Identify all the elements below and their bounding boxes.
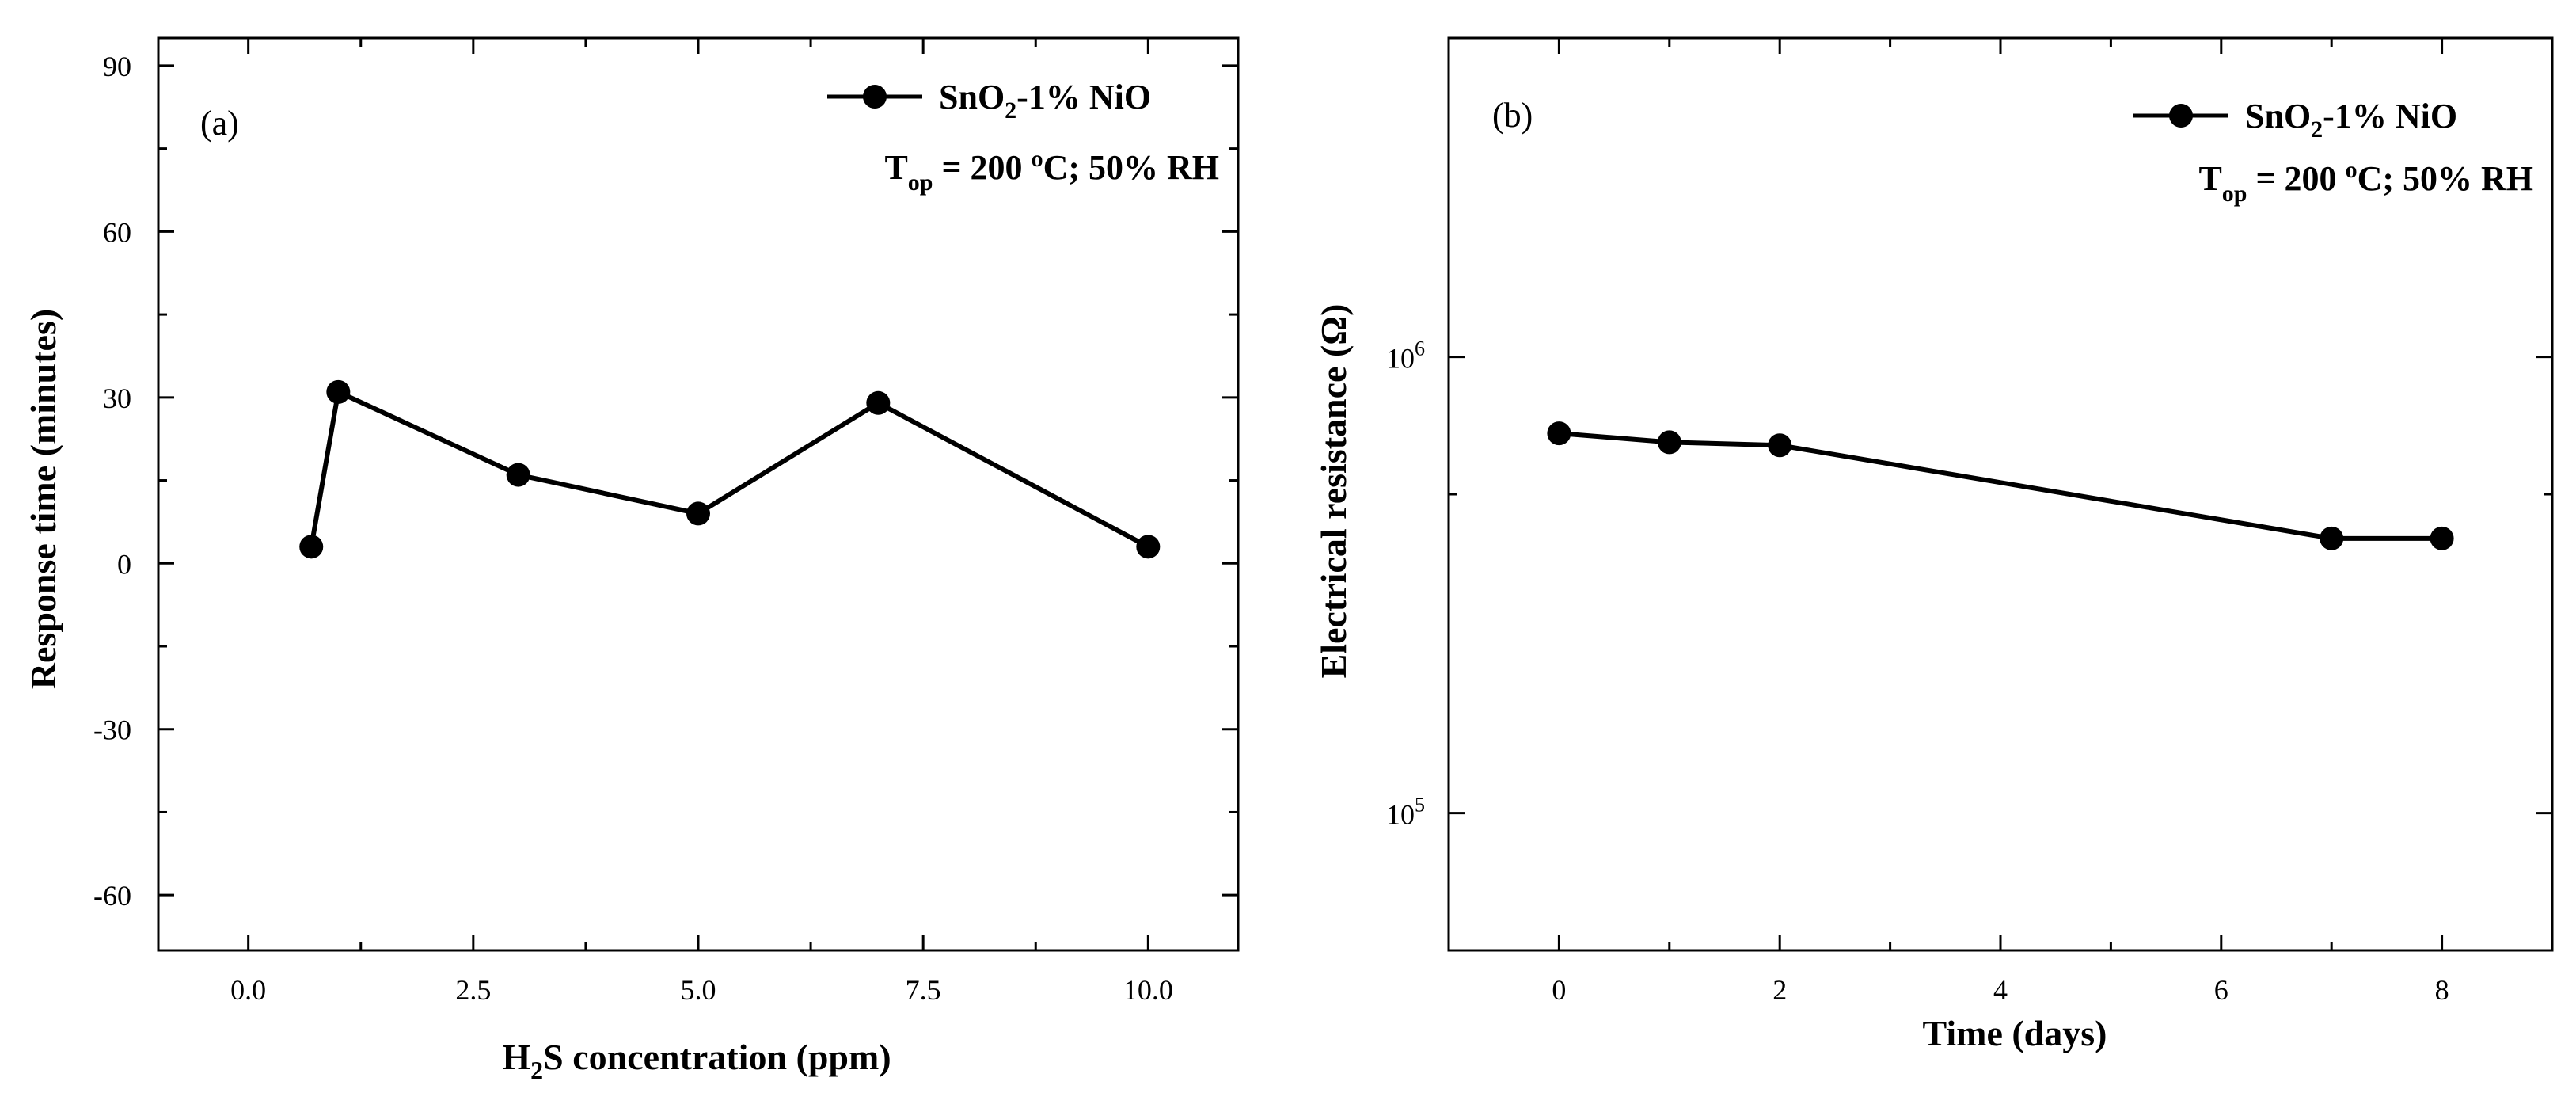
- panel-b-y-axis-label: Electrical resistance (Ω): [1313, 304, 1354, 679]
- panel-a-y-tick-label: 0: [117, 548, 131, 580]
- panel-a-x-axis-label: H2S concentration (ppm): [502, 1037, 891, 1084]
- panel-b-series-line: [1559, 431, 2442, 541]
- panel-a-condition-text: Top = 200 oC; 50% RH: [884, 146, 1219, 196]
- panel-b-data-marks: [1547, 421, 2454, 550]
- panel-b-data-point: [1657, 430, 1681, 455]
- panel-b: 0 2 4 6 8 105 106 (b) SnO2-1% NiO Top = 200 oC…: [1313, 36, 2554, 1053]
- panel-b-condition-text: Top = 200 oC; 50% RH: [2198, 157, 2533, 207]
- panel-b-ticks: 0 2 4 6 8 105 106: [1386, 36, 2552, 1006]
- panel-a-legend-label: SnO2-1% NiO: [939, 78, 1151, 124]
- panel-b-legend-label: SnO2-1% NiO: [2245, 97, 2457, 143]
- panel-b-data-point: [1768, 433, 1792, 458]
- panel-a: 0.0 2.5 5.0 7.5 10.0 -60 -30 0 30 60 90 (a) SnO2-1…: [23, 36, 1240, 1084]
- panel-a-x-tick-label: 0.0: [230, 974, 266, 1006]
- panel-a-y-tick-label: -30: [93, 714, 131, 746]
- panel-a-y-tick-label: 90: [103, 51, 131, 82]
- panel-b-x-tick-label: 4: [1993, 974, 2008, 1006]
- panel-a-x-tick-label: 7.5: [906, 974, 941, 1006]
- panel-b-y-tick-label: 106: [1386, 337, 1425, 375]
- panel-a-data-point: [299, 535, 324, 559]
- panel-a-data-point: [506, 463, 530, 487]
- panel-a-data-point: [686, 501, 710, 526]
- panel-b-label: (b): [1492, 96, 1533, 135]
- panel-b-x-tick-label: 6: [2214, 974, 2228, 1006]
- panel-b-y-tick-label: 105: [1386, 794, 1425, 831]
- panel-a-data-marks: [299, 379, 1161, 559]
- panel-a-x-tick-label: 2.5: [455, 974, 491, 1006]
- panel-b-data-point: [1547, 421, 1571, 446]
- panel-a-data-point: [1136, 535, 1161, 559]
- panel-b-x-axis-label: Time (days): [1923, 1013, 2107, 1053]
- panel-b-x-tick-label: 0: [1552, 974, 1566, 1006]
- panel-b-data-point: [2430, 526, 2454, 550]
- panel-a-ticks: 0.0 2.5 5.0 7.5 10.0 -60 -30 0 30 60 90: [93, 38, 1238, 1006]
- panel-a-data-point: [326, 379, 351, 404]
- panel-a-data-point: [866, 390, 891, 415]
- panel-a-y-tick-label: 60: [103, 216, 131, 248]
- panel-a-series-line: [309, 389, 1149, 549]
- panel-b-legend-marker: [2169, 104, 2193, 128]
- panel-a-x-tick-label: 5.0: [681, 974, 716, 1006]
- panel-a-y-tick-label: -60: [93, 880, 131, 912]
- panel-b-x-tick-label: 2: [1772, 974, 1787, 1006]
- panel-a-legend-marker: [863, 85, 887, 109]
- panel-a-x-tick-label: 10.0: [1123, 974, 1173, 1006]
- panel-a-label: (a): [200, 104, 239, 143]
- panel-b-x-tick-label: 8: [2435, 974, 2449, 1006]
- panel-b-data-point: [2320, 526, 2344, 550]
- panel-a-y-tick-label: 30: [103, 383, 131, 414]
- panel-a-y-axis-label: Response time (minutes): [23, 309, 63, 689]
